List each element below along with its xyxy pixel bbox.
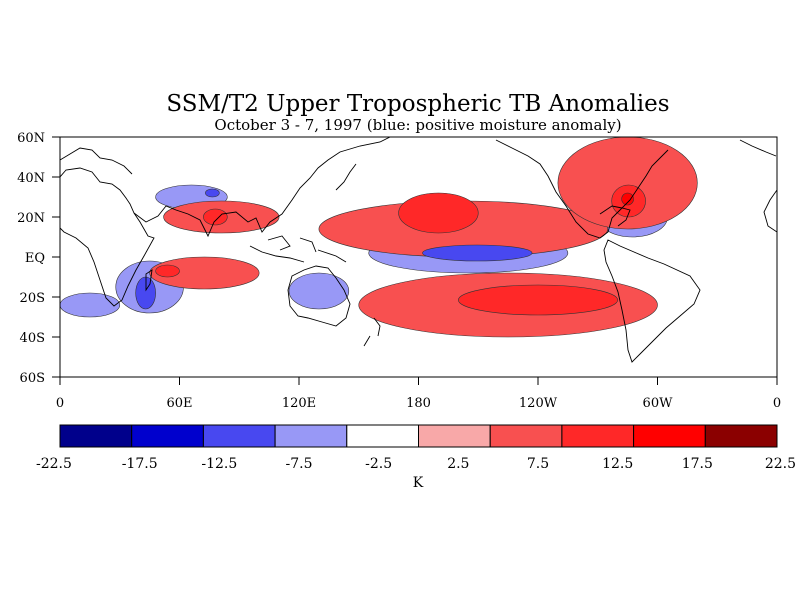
colorbar-tick-label: -7.5 [286, 456, 313, 472]
anomaly-region-13 [205, 188, 220, 198]
lon-tick-label: 0 [773, 396, 781, 411]
colorbar-tick-label: 2.5 [447, 456, 469, 472]
lon-tick-label: 60W [643, 396, 674, 411]
colorbar-swatch [59, 424, 133, 448]
lon-tick-label: 180 [406, 396, 431, 411]
lon-tick-label: 120W [519, 396, 558, 411]
anomaly-region-10 [149, 256, 260, 290]
lon-tick-label: 60E [166, 396, 192, 411]
colorbar-tick-label: -12.5 [201, 456, 237, 472]
coastline-arabia-india [133, 137, 391, 238]
colorbar-swatch [561, 424, 635, 448]
anomaly-region-11 [422, 244, 533, 262]
anomaly-contours [60, 137, 698, 338]
coastline-new-zealand [363, 317, 381, 347]
colorbar-tick-label: -2.5 [365, 456, 392, 472]
coastline-australia [287, 265, 351, 327]
lat-tick-label: 20S [20, 291, 45, 306]
colorbar-tick-label: 22.5 [765, 456, 796, 472]
coastline-west-africa-wrap [763, 189, 777, 233]
map-area: 60N 40N 20N EQ 20S 40S 60S 0 60E 120E 180 120W 60W 0 [17, 131, 781, 411]
colorbar-swatch [418, 424, 491, 448]
latitude-axis: 60N 40N 20N EQ 20S 40S 60S [17, 131, 60, 386]
coastline-madagascar [145, 269, 153, 292]
colorbar-swatch [202, 424, 276, 448]
lat-tick-label: 20N [17, 211, 45, 226]
coastline-north-america [495, 139, 669, 239]
anomaly-region-19 [621, 192, 634, 206]
lat-tick-label: 60S [20, 371, 45, 386]
anomaly-region-15 [458, 284, 618, 316]
coastline-florida-gulf [599, 205, 631, 227]
chart-title: SSM/T2 Upper Tropospheric TB Anomalies [166, 91, 669, 117]
lat-tick-label: 60N [17, 131, 45, 146]
lon-tick-label: 120E [282, 396, 316, 411]
anomaly-region-17 [203, 208, 228, 226]
lat-tick-label: EQ [25, 251, 45, 266]
colorbar-swatch [346, 424, 419, 448]
colorbar-tick-label: 17.5 [682, 456, 713, 472]
colorbar-swatch [704, 424, 778, 448]
colorbar-swatch [489, 424, 563, 448]
lat-tick-label: 40N [17, 171, 45, 186]
anomaly-region-18 [155, 264, 180, 278]
colorbar-tick-label: 12.5 [602, 456, 633, 472]
colorbar-swatch [633, 424, 706, 448]
anomaly-region-14 [398, 192, 479, 234]
lat-tick-label: 40S [20, 331, 45, 346]
coastline-africa-europe [60, 167, 155, 307]
anomaly-region-3 [60, 292, 121, 318]
colorbar-tick-label: -22.5 [36, 456, 72, 472]
colorbar-tick-label: -17.5 [122, 456, 158, 472]
coastline-greenland [739, 139, 777, 157]
coastlines [60, 137, 777, 363]
lon-tick-label: 0 [56, 396, 64, 411]
coastline-europe-north [60, 147, 133, 175]
colorbar-units-label: K [413, 475, 424, 491]
coastline-japan [335, 163, 357, 191]
colorbar-swatch [131, 424, 204, 448]
coastline-indonesia [249, 235, 347, 263]
coastline-south-america [603, 239, 701, 363]
colorbar-tick-label: 7.5 [527, 456, 549, 472]
chart-subtitle: October 3 - 7, 1997 (blue: positive mois… [214, 116, 621, 134]
longitude-axis: 0 60E 120E 180 120W 60W 0 [56, 377, 781, 411]
anomaly-region-4 [288, 272, 350, 310]
anomaly-region-8 [557, 137, 698, 230]
colorbar-swatch [274, 424, 348, 448]
colorbar: -22.5 -17.5 -12.5 -7.5 -2.5 2.5 7.5 12.5 17.5 22.… [36, 424, 796, 472]
